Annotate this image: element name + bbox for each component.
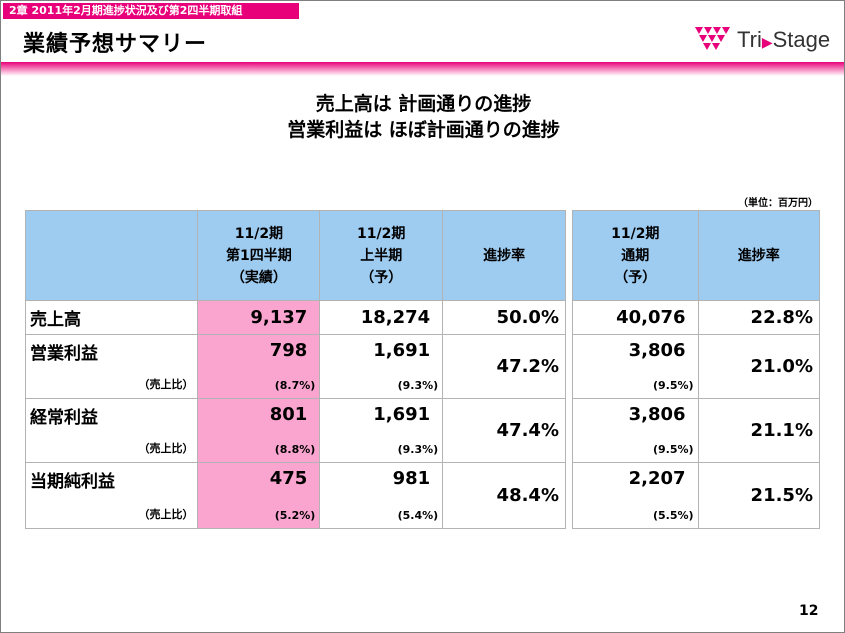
- table-row: 経常利益 （売上比） 801 (8.8%) 1,691 (9.3%) 47.4%: [24, 398, 566, 463]
- ordinary-profit-h1-progress: 47.4%: [442, 398, 566, 463]
- ordinary-profit-fy-ratio: (9.5%): [652, 443, 694, 456]
- header-h1-forecast: 11/2期 上半期 （予）: [319, 210, 444, 301]
- net-income-q1-cell: 475 (5.2%): [197, 462, 321, 529]
- net-income-fy-ratio: (5.5%): [652, 509, 694, 522]
- row-label-text: 当期純利益: [30, 472, 115, 492]
- header-h1-line2: 上半期: [360, 247, 403, 264]
- operating-profit-q1-ratio: (8.7%): [274, 379, 316, 392]
- operating-profit-q1: 798: [269, 340, 308, 361]
- header-h1-line3: （予）: [360, 269, 403, 286]
- operating-profit-fy-ratio: (9.5%): [652, 379, 694, 392]
- header-fy-forecast: 11/2期 通期 （予）: [572, 210, 699, 301]
- logo-text: Tri▶Stage: [737, 27, 830, 53]
- ordinary-profit-fy-progress: 21.1%: [697, 398, 821, 463]
- operating-profit-h1-ratio: (9.3%): [397, 379, 439, 392]
- operating-profit-q1-cell: 798 (8.7%): [197, 334, 321, 399]
- row-label-ordinary-profit: 経常利益 （売上比）: [24, 398, 199, 463]
- forecast-table-half: 11/2期 第1四半期 （実績） 11/2期 上半期 （予） 進捗率 売上高 9…: [24, 210, 566, 529]
- company-logo: Tri▶Stage: [695, 27, 830, 53]
- table-header-row: 11/2期 通期 （予） 進捗率: [572, 210, 821, 301]
- table-row: 営業利益 （売上比） 798 (8.7%) 1,691 (9.3%) 47.2%: [24, 334, 566, 399]
- chapter-label: 2章 2011年2月期進捗状況及び第2四半期取組: [3, 3, 299, 19]
- ordinary-profit-h1: 1,691: [373, 404, 431, 425]
- header-h1-line1: 11/2期: [357, 225, 406, 242]
- net-income-fy: 2,207: [628, 468, 686, 489]
- header-fy-line3: （予）: [614, 269, 657, 286]
- ordinary-profit-h1-ratio: (9.3%): [397, 443, 439, 456]
- operating-profit-h1: 1,691: [373, 340, 431, 361]
- ordinary-profit-fy: 3,806: [628, 404, 686, 425]
- row-sub-label: （売上比）: [138, 508, 194, 521]
- header-fy-progress: 進捗率: [697, 210, 821, 301]
- header-h1-progress: 進捗率: [442, 210, 566, 301]
- operating-profit-fy-cell: 3,806 (9.5%): [572, 334, 699, 399]
- net-income-q1: 475: [269, 468, 308, 489]
- headline-operating-profit: 営業利益は ほぼ計画通りの進捗: [287, 119, 560, 141]
- ordinary-profit-h1-cell: 1,691 (9.3%): [319, 398, 444, 463]
- tristage-logo-icon: [695, 27, 730, 50]
- unit-label: （単位：百万円）: [738, 198, 818, 209]
- operating-profit-fy: 3,806: [628, 340, 686, 361]
- operating-profit-h1-cell: 1,691 (9.3%): [319, 334, 444, 399]
- table-header-row: 11/2期 第1四半期 （実績） 11/2期 上半期 （予） 進捗率: [24, 210, 566, 301]
- header-blank-cell: [24, 210, 199, 301]
- row-sub-label: （売上比）: [138, 378, 194, 391]
- page-number: 12: [799, 603, 819, 619]
- headline-sales: 売上高は 計画通りの進捗: [315, 93, 532, 115]
- sales-q1: 9,137: [197, 300, 321, 335]
- header-q1-line3: （実績）: [230, 269, 287, 286]
- ordinary-profit-q1-ratio: (8.8%): [274, 443, 316, 456]
- header-q1-line1: 11/2期: [234, 225, 284, 242]
- operating-profit-fy-progress: 21.0%: [697, 334, 821, 399]
- forecast-table-full-year: 11/2期 通期 （予） 進捗率 40,076 22.8% 3,806 (9.5…: [572, 210, 821, 529]
- table-row: 当期純利益 （売上比） 475 (5.2%) 981 (5.4%) 48.4%: [24, 462, 566, 529]
- sales-h1-progress: 50.0%: [442, 300, 566, 335]
- logo-text-stage: Stage: [772, 27, 831, 52]
- operating-profit-h1-progress: 47.2%: [442, 334, 566, 399]
- header-band: [1, 62, 844, 76]
- sales-fy-progress: 22.8%: [697, 300, 821, 335]
- table-row: 売上高 9,137 18,274 50.0%: [24, 300, 566, 335]
- net-income-h1-cell: 981 (5.4%): [319, 462, 444, 529]
- net-income-fy-progress: 21.5%: [697, 462, 821, 529]
- header-q1-line2: 第1四半期: [226, 247, 292, 264]
- ordinary-profit-fy-cell: 3,806 (9.5%): [572, 398, 699, 463]
- row-label-text: 営業利益: [30, 344, 98, 364]
- ordinary-profit-q1-cell: 801 (8.8%): [197, 398, 321, 463]
- logo-text-tri: Tri: [737, 27, 762, 52]
- logo-arrow-icon: ▶: [761, 34, 773, 50]
- net-income-h1-ratio: (5.4%): [397, 509, 439, 522]
- net-income-h1-progress: 48.4%: [442, 462, 566, 529]
- page-title: 業績予想サマリー: [23, 32, 208, 57]
- net-income-h1: 981: [392, 468, 431, 489]
- row-label-operating-profit: 営業利益 （売上比）: [24, 334, 199, 399]
- net-income-q1-ratio: (5.2%): [274, 509, 316, 522]
- sales-fy: 40,076: [572, 300, 699, 335]
- net-income-fy-cell: 2,207 (5.5%): [572, 462, 699, 529]
- header-q1-actual: 11/2期 第1四半期 （実績）: [197, 210, 321, 301]
- table-row: 2,207 (5.5%) 21.5%: [572, 462, 821, 529]
- row-label-sales: 売上高: [24, 300, 199, 335]
- table-row: 40,076 22.8%: [572, 300, 821, 335]
- row-label-text: 経常利益: [30, 408, 98, 428]
- table-row: 3,806 (9.5%) 21.1%: [572, 398, 821, 463]
- row-label-net-income: 当期純利益 （売上比）: [24, 462, 199, 529]
- table-row: 3,806 (9.5%) 21.0%: [572, 334, 821, 399]
- row-sub-label: （売上比）: [138, 442, 194, 455]
- sales-h1: 18,274: [319, 300, 444, 335]
- header-fy-line2: 通期: [621, 247, 650, 264]
- header-fy-line1: 11/2期: [611, 225, 660, 242]
- ordinary-profit-q1: 801: [269, 404, 308, 425]
